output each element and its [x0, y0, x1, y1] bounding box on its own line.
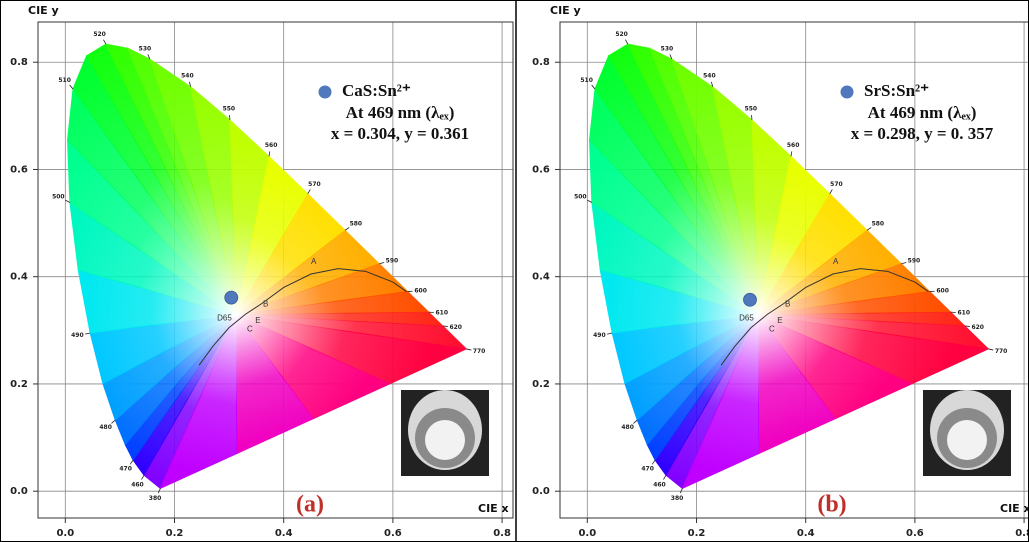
wavelength-label: 580 [350, 221, 363, 228]
data-point [225, 291, 238, 304]
wavelength-label: 580 [872, 221, 885, 228]
wavelength-label: 770 [995, 348, 1008, 355]
y-tick-label: 0.8 [10, 57, 28, 68]
planckian-label: D65 [217, 314, 232, 323]
panel-label: (a) [296, 492, 324, 518]
x-axis-label: CIE x [478, 502, 509, 515]
wavelength-label: 570 [830, 181, 843, 188]
wavelength-label: 530 [139, 45, 152, 52]
x-tick-label: 0.6 [384, 528, 402, 539]
x-tick-label: 0.8 [493, 528, 511, 539]
wavelength-label: 500 [574, 194, 587, 201]
wavelength-label: 490 [71, 332, 84, 339]
wavelength-label: 600 [414, 287, 427, 294]
wavelength-label: 620 [971, 324, 984, 331]
wavelength-label: 480 [621, 424, 634, 431]
wavelength-label: 610 [958, 309, 971, 316]
wavelength-label: 590 [908, 257, 921, 264]
y-tick-label: 0.6 [10, 164, 28, 175]
wavelength-label: 480 [99, 424, 112, 431]
annotation: At 469 nm (λₑₓ) [346, 103, 455, 122]
wavelength-label: 520 [93, 31, 106, 38]
wavelength-label: 570 [308, 181, 321, 188]
wavelength-label: 600 [936, 287, 949, 294]
y-tick-label: 0.6 [532, 164, 550, 175]
inset-photo [923, 390, 1011, 476]
planckian-label: A [833, 257, 839, 266]
x-tick-label: 0.4 [275, 528, 293, 539]
wavelength-label: 540 [703, 73, 716, 80]
wavelength-label: 500 [52, 194, 65, 201]
annotation: x = 0.304, y = 0.361 [331, 124, 469, 143]
x-tick-label: 0.4 [797, 528, 815, 539]
wavelength-label: 460 [653, 481, 666, 488]
planckian-label: A [311, 257, 317, 266]
panel-label: (b) [817, 492, 846, 518]
wavelength-label: 550 [745, 106, 758, 113]
x-tick-label: 0.2 [688, 528, 706, 539]
wavelength-label: 510 [580, 77, 593, 84]
y-tick-label: 0.2 [10, 379, 28, 390]
x-tick-label: 0.0 [578, 528, 596, 539]
y-axis-label: CIE y [550, 4, 581, 17]
planckian-label: E [777, 316, 782, 325]
wavelength-label: 560 [787, 142, 800, 149]
planckian-label: B [785, 300, 790, 309]
planckian-label: C [247, 324, 253, 333]
wavelength-label: 380 [149, 495, 162, 502]
wavelength-label: 490 [593, 332, 606, 339]
planckian-label: B [263, 300, 268, 309]
wavelength-label: 470 [119, 466, 132, 473]
wavelength-label: 520 [615, 31, 628, 38]
y-tick-label: 0.2 [532, 379, 550, 390]
legend-label: CaS:Sn²⁺ [342, 81, 411, 100]
x-axis-label: CIE x [1000, 502, 1029, 515]
panel-a: 0.0 0.2 0.4 0.6 0.8 0.0 0.2 0.4 0.6 0.8 380 460 470 4… [10, 4, 513, 539]
x-tick-label: 0.2 [166, 528, 184, 539]
wavelength-label: 540 [181, 73, 194, 80]
x-tick-label: 0.0 [56, 528, 74, 539]
wavelength-label: 560 [265, 142, 278, 149]
annotation: x = 0.298, y = 0. 357 [851, 124, 994, 143]
y-tick-label: 0.4 [532, 272, 550, 283]
wavelength-label: 470 [641, 466, 654, 473]
wavelength-label: 530 [661, 45, 674, 52]
wavelength-label: 380 [671, 495, 684, 502]
y-tick-label: 0.0 [10, 486, 28, 497]
y-tick-label: 0.0 [532, 486, 550, 497]
legend-marker [319, 86, 332, 99]
panel-b: 0.0 0.2 0.4 0.6 0.8 0.0 0.2 0.4 0.6 0.8 380 460 470 4… [532, 4, 1029, 539]
legend-label: SrS:Sn²⁺ [864, 81, 929, 100]
inset-photo [401, 390, 489, 476]
wavelength-label: 770 [473, 348, 486, 355]
figure: 0.0 0.2 0.4 0.6 0.8 0.0 0.2 0.4 0.6 0.8 380 460 470 4… [0, 0, 1029, 542]
data-point [744, 293, 757, 306]
wavelength-label: 610 [436, 309, 449, 316]
wavelength-label: 460 [131, 481, 144, 488]
y-axis-label: CIE y [28, 4, 59, 17]
photo-powder [947, 420, 987, 460]
x-tick-label: 0.8 [1015, 528, 1029, 539]
y-tick-label: 0.8 [532, 57, 550, 68]
annotation: At 469 nm (λₑₓ) [868, 103, 977, 122]
wavelength-label: 620 [449, 324, 462, 331]
wavelength-label: 590 [386, 257, 399, 264]
photo-powder [425, 420, 465, 460]
planckian-label: D65 [739, 314, 754, 323]
y-tick-label: 0.4 [10, 272, 28, 283]
wavelength-label: 510 [58, 77, 71, 84]
wavelength-label: 550 [223, 106, 236, 113]
planckian-label: C [769, 324, 775, 333]
legend-marker [841, 86, 854, 99]
x-tick-label: 0.6 [906, 528, 924, 539]
planckian-label: E [255, 316, 260, 325]
